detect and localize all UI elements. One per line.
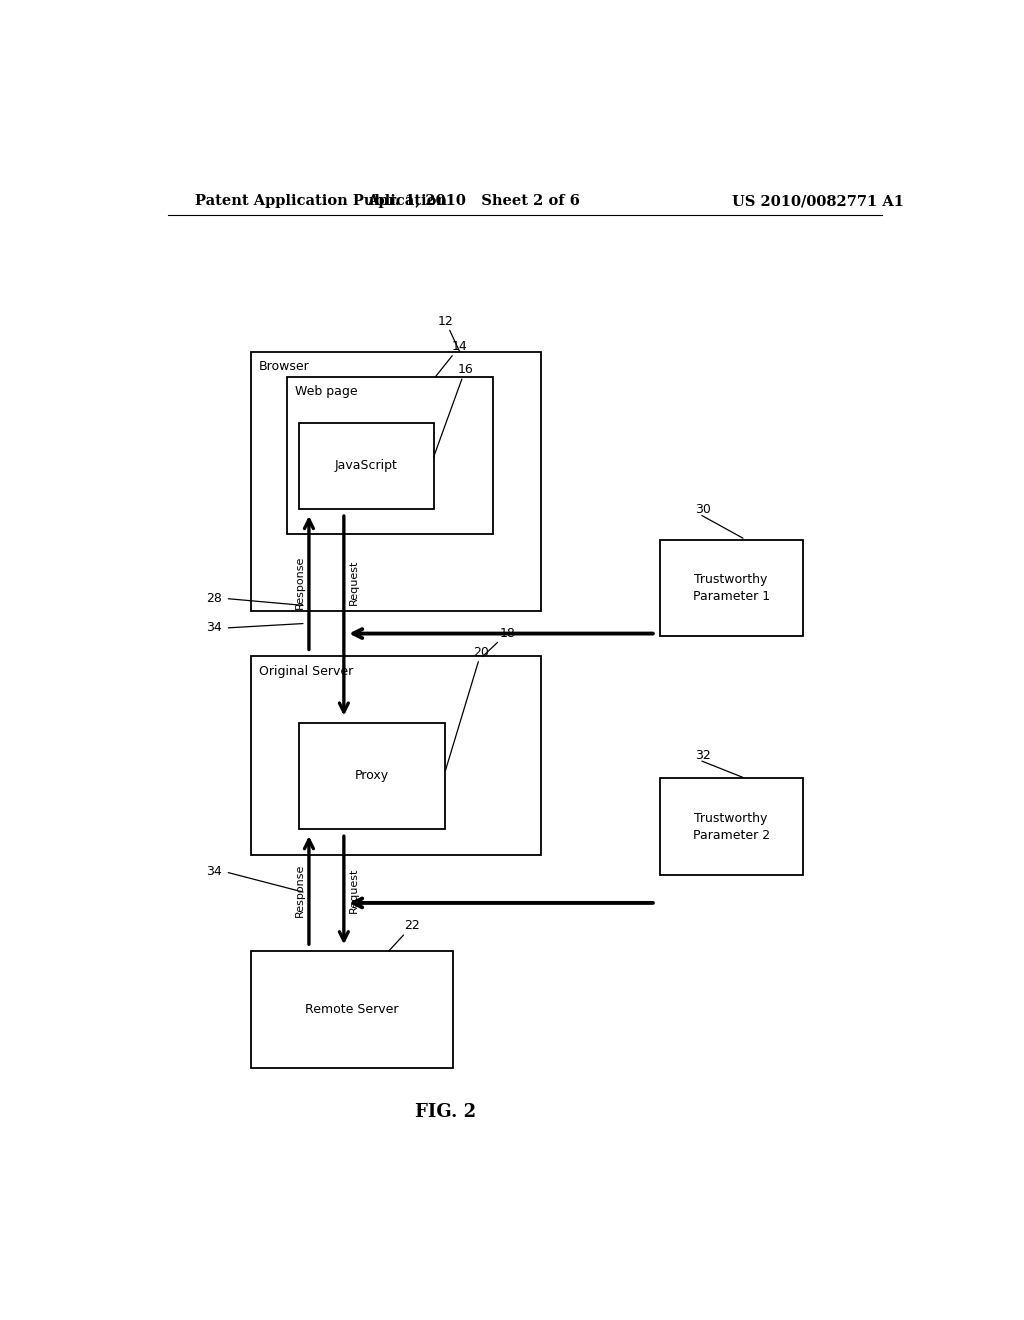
Text: Trustworthy
Parameter 1: Trustworthy Parameter 1 [692,573,770,603]
Bar [251,656,541,854]
Text: Response: Response [295,863,304,917]
Text: 30: 30 [695,503,712,516]
Text: 12: 12 [437,314,460,351]
Text: Apr. 1, 2010   Sheet 2 of 6: Apr. 1, 2010 Sheet 2 of 6 [367,194,580,209]
Text: US 2010/0082771 A1: US 2010/0082771 A1 [732,194,904,209]
Text: Original Server: Original Server [259,664,353,677]
Text: Proxy: Proxy [355,770,389,783]
Text: 32: 32 [695,748,712,762]
Text: 22: 22 [389,919,420,952]
Text: 14: 14 [435,341,468,378]
Text: Patent Application Publication: Patent Application Publication [196,194,447,209]
Bar [287,378,494,535]
Text: FIG. 2: FIG. 2 [415,1102,476,1121]
Text: Trustworthy
Parameter 2: Trustworthy Parameter 2 [692,812,770,842]
Text: 16: 16 [433,363,473,457]
Text: 34: 34 [206,866,221,878]
Text: JavaScript: JavaScript [335,459,397,473]
Text: Response: Response [295,556,304,610]
Bar [659,779,803,875]
Text: 34: 34 [206,622,221,635]
Text: Browser: Browser [259,359,309,372]
Bar [251,351,541,611]
Bar [299,422,433,510]
Text: 18: 18 [482,627,515,656]
Text: Remote Server: Remote Server [305,1003,399,1016]
Text: Request: Request [348,560,358,606]
Bar [299,722,445,829]
Text: Web page: Web page [295,385,357,399]
Text: Request: Request [348,867,358,913]
Bar [659,540,803,636]
Text: 28: 28 [206,591,221,605]
Bar [251,952,454,1068]
Text: 20: 20 [445,645,489,771]
